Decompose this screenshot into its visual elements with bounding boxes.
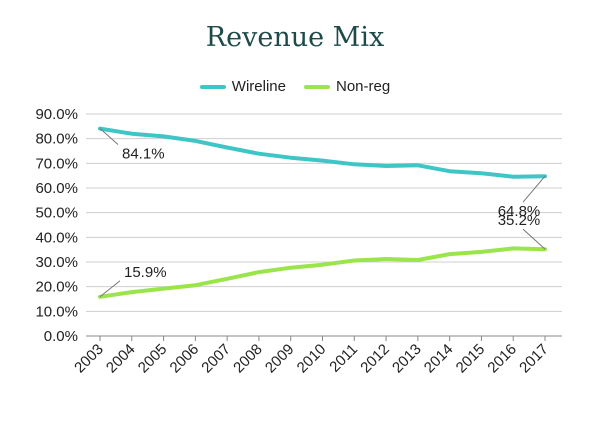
x-tick-label: 2016 — [484, 341, 520, 377]
x-tick-label: 2006 — [167, 341, 203, 377]
data-label-leader — [99, 128, 119, 145]
data-label: 64.8% — [498, 203, 541, 220]
x-tick-label: 2003 — [71, 341, 107, 377]
x-tick-label: 2009 — [262, 341, 298, 377]
legend-item-wireline: Wireline — [199, 78, 286, 95]
legend-label-non-reg: Non-reg — [335, 78, 391, 95]
x-tick-label: 2007 — [198, 341, 234, 377]
y-tick-label: 0.0% — [44, 328, 78, 345]
y-tick-label: 60.0% — [35, 180, 78, 197]
data-label-leader — [522, 175, 546, 203]
data-label-leader — [522, 228, 546, 250]
data-label: 84.1% — [122, 146, 165, 163]
legend-item-non-reg: Non-reg — [303, 78, 391, 95]
y-tick-label: 20.0% — [35, 279, 78, 296]
x-tick-label: 2017 — [516, 341, 552, 377]
x-tick-label: 2014 — [421, 341, 457, 377]
x-tick-label: 2008 — [230, 341, 266, 377]
data-label: 35.2% — [498, 212, 541, 229]
legend-label-wireline: Wireline — [231, 78, 286, 95]
y-tick-label: 50.0% — [35, 205, 78, 222]
x-tick-label: 2005 — [135, 341, 171, 377]
y-tick-label: 80.0% — [35, 131, 78, 148]
chart-title: Revenue Mix — [205, 22, 385, 53]
x-tick-label: 2004 — [103, 341, 139, 377]
x-tick-label: 2015 — [453, 341, 489, 377]
series-line-non-reg — [98, 246, 547, 299]
x-tick-label: 2011 — [326, 341, 361, 376]
y-tick-label: 10.0% — [35, 303, 78, 320]
data-label: 15.9% — [124, 264, 167, 281]
x-tick-label: 2012 — [357, 341, 393, 377]
y-tick-label: 30.0% — [35, 254, 78, 271]
legend-swatch-wireline — [199, 84, 226, 89]
x-tick-label: 2010 — [294, 341, 330, 377]
x-tick-label: 2013 — [389, 341, 425, 377]
data-label-leader — [99, 280, 121, 298]
y-tick-label: 40.0% — [35, 229, 78, 246]
chart-legend: Wireline Non-reg — [0, 78, 590, 95]
legend-swatch-non-reg — [303, 84, 330, 89]
y-tick-label: 70.0% — [35, 155, 78, 172]
series-line-wireline — [98, 126, 547, 179]
y-tick-label: 90.0% — [35, 106, 78, 123]
